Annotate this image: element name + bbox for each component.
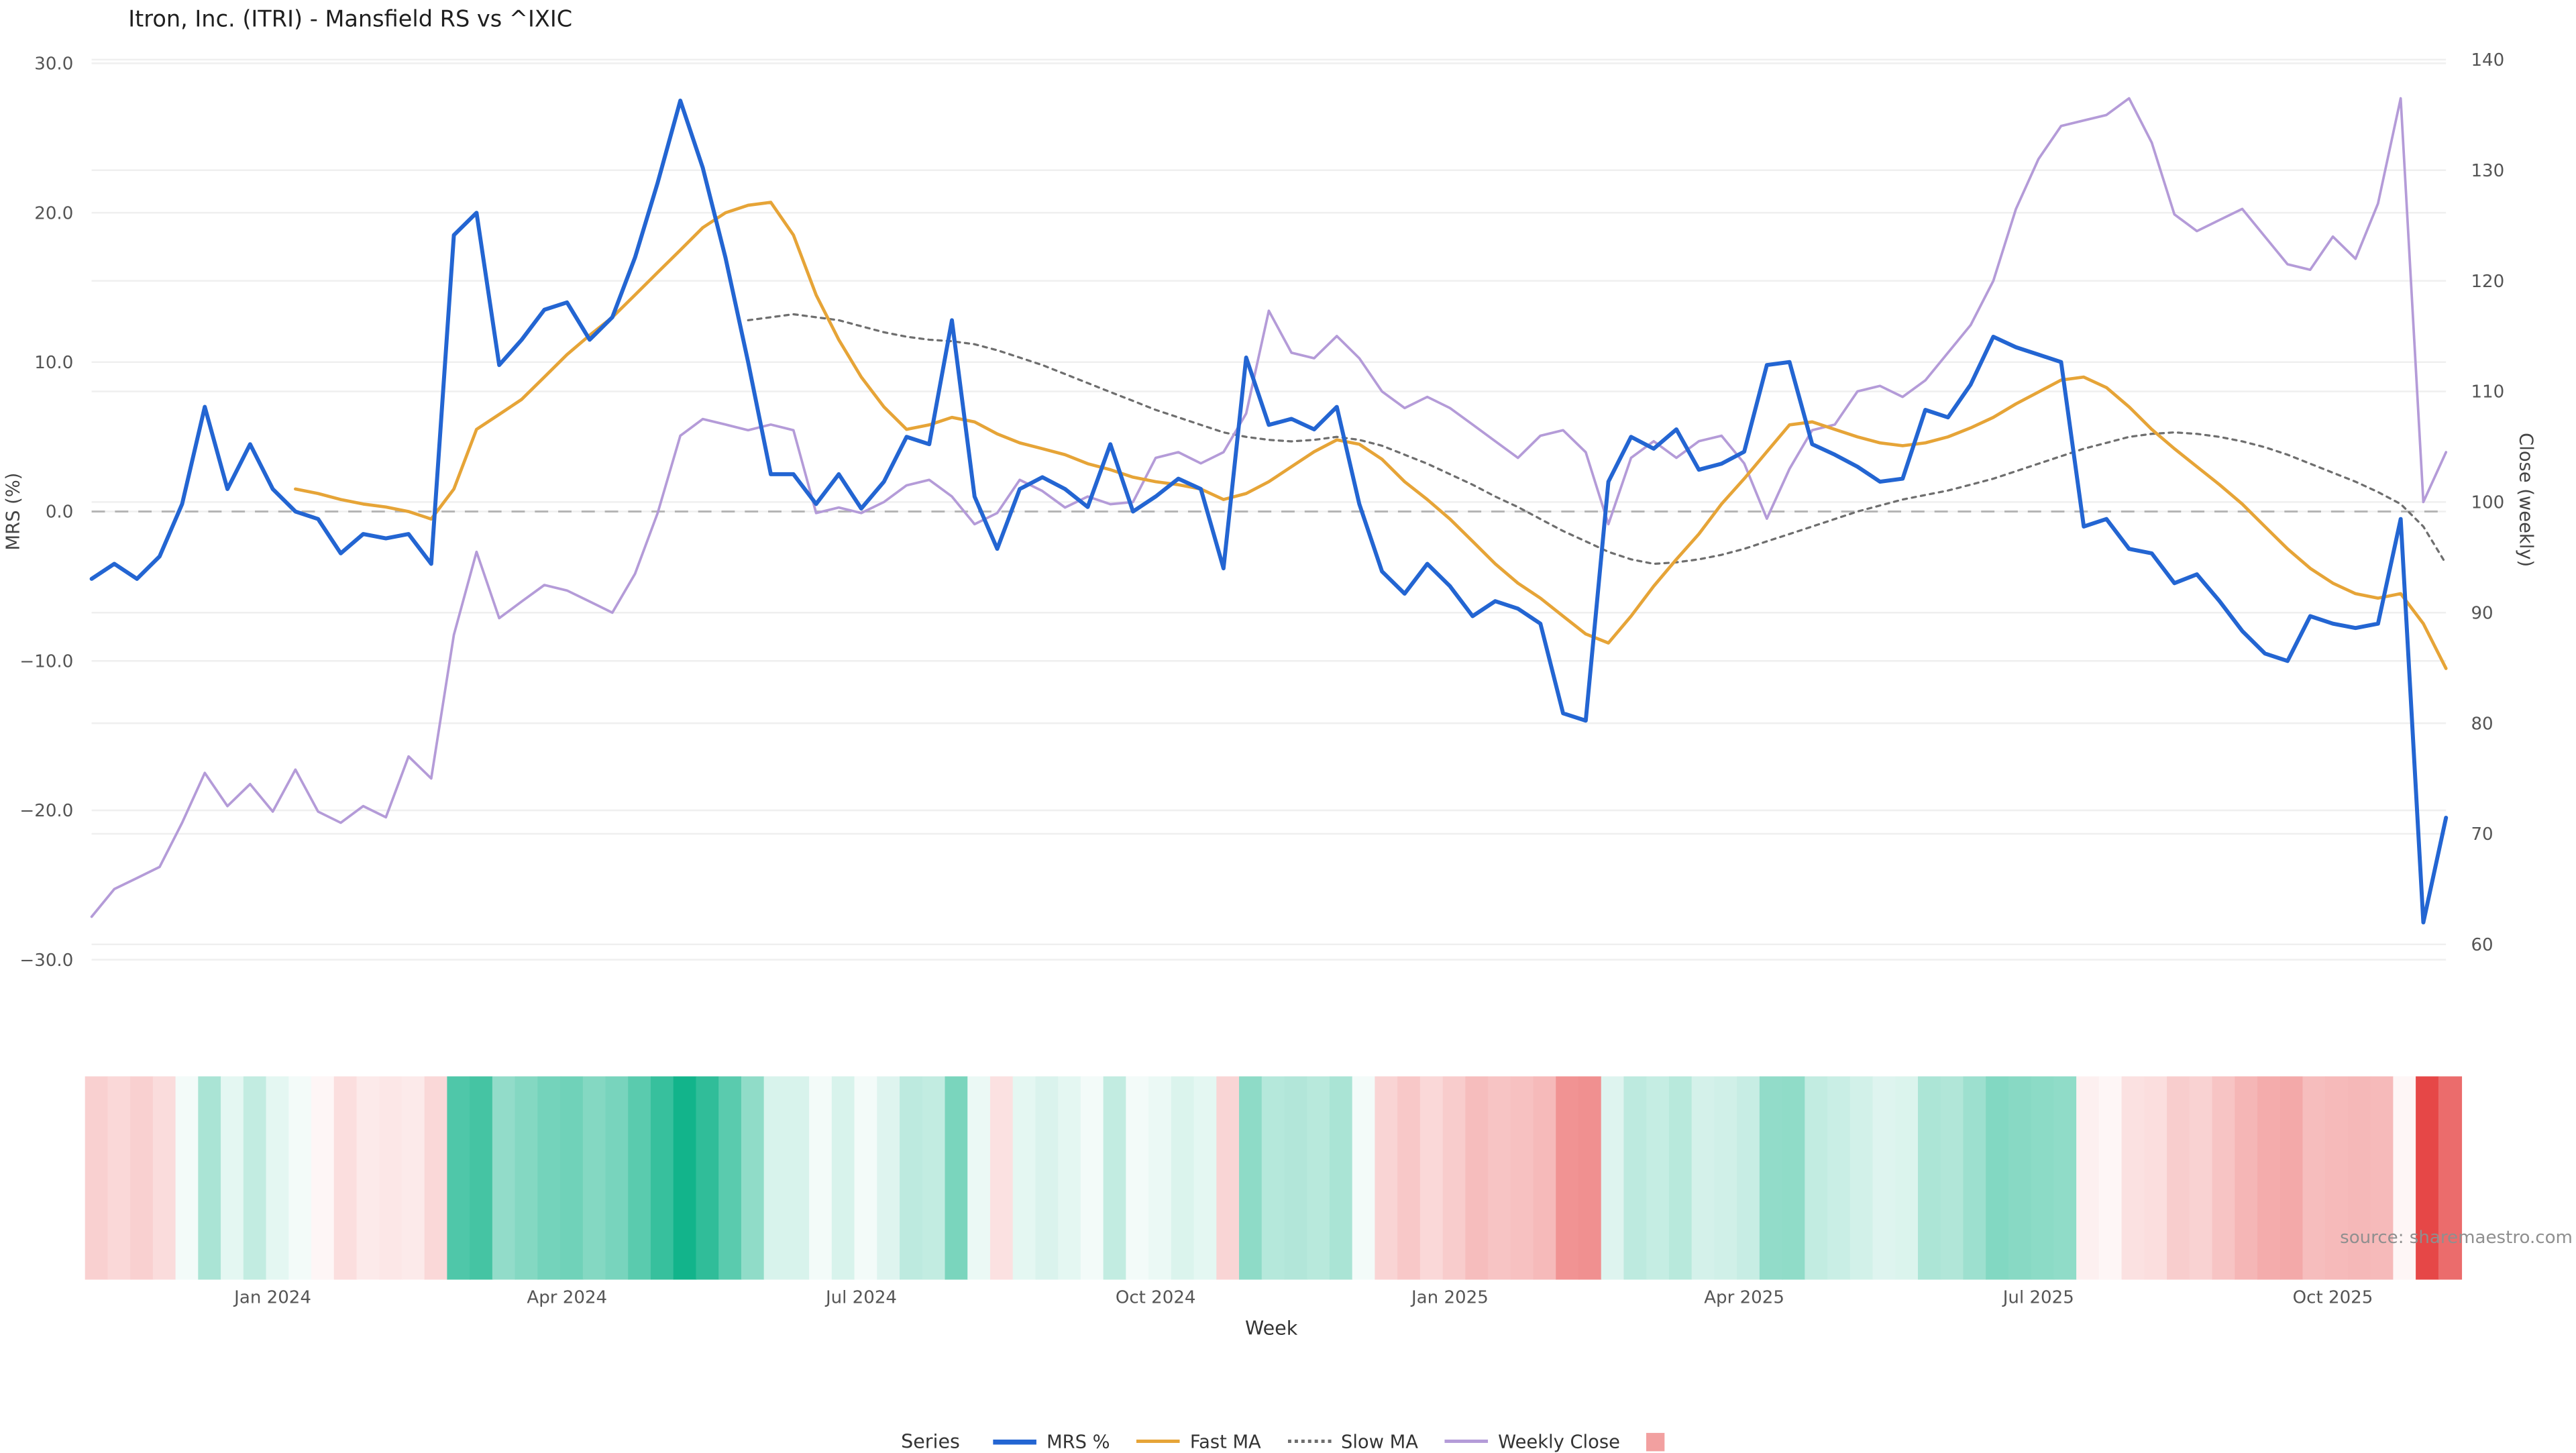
legend-item-slow-ma: Slow MA bbox=[1287, 1430, 1418, 1452]
svg-text:Jul 2025: Jul 2025 bbox=[2002, 1287, 2074, 1307]
svg-text:90: 90 bbox=[2471, 603, 2493, 623]
svg-text:120: 120 bbox=[2471, 272, 2504, 292]
legend-item-mrs: MRS % bbox=[993, 1430, 1110, 1452]
svg-text:Jan 2025: Jan 2025 bbox=[1410, 1287, 1489, 1307]
svg-text:10.0: 10.0 bbox=[34, 353, 73, 373]
svg-text:70: 70 bbox=[2471, 824, 2493, 845]
legend-title: Series bbox=[901, 1430, 960, 1453]
x-axis-label: Week bbox=[1245, 1316, 1298, 1340]
svg-text:140: 140 bbox=[2471, 50, 2504, 70]
svg-text:100: 100 bbox=[2471, 493, 2504, 513]
chart-title: Itron, Inc. (ITRI) - Mansfield RS vs ^IX… bbox=[128, 6, 573, 34]
svg-text:60: 60 bbox=[2471, 935, 2493, 955]
weekly-close-line-swatch bbox=[1444, 1440, 1489, 1443]
svg-text:Apr 2025: Apr 2025 bbox=[1704, 1287, 1784, 1307]
svg-text:−30.0: −30.0 bbox=[19, 951, 73, 971]
svg-text:Oct 2024: Oct 2024 bbox=[1116, 1287, 1196, 1307]
svg-text:30.0: 30.0 bbox=[34, 54, 73, 74]
svg-text:80: 80 bbox=[2471, 714, 2493, 734]
svg-text:110: 110 bbox=[2471, 382, 2504, 402]
y-left-axis-label: MRS (%) bbox=[2, 472, 25, 551]
legend-item-heatmap bbox=[1646, 1432, 1675, 1451]
y-right-axis-label: Close (weekly) bbox=[2515, 433, 2537, 568]
legend-item-fast-ma: Fast MA bbox=[1136, 1430, 1261, 1452]
source-credit: source: sharemaestro.com bbox=[2340, 1228, 2573, 1248]
svg-text:Oct 2025: Oct 2025 bbox=[2293, 1287, 2373, 1307]
svg-text:0.0: 0.0 bbox=[46, 502, 73, 523]
legend-label-fast-ma: Fast MA bbox=[1189, 1430, 1261, 1452]
fast-ma-line-swatch bbox=[1136, 1440, 1180, 1443]
svg-text:−20.0: −20.0 bbox=[19, 801, 73, 821]
legend: Series MRS % Fast MA Slow MA Weekly Clos… bbox=[0, 1430, 2576, 1453]
svg-text:Jul 2024: Jul 2024 bbox=[824, 1287, 897, 1307]
legend-label-mrs: MRS % bbox=[1046, 1430, 1110, 1452]
svg-text:20.0: 20.0 bbox=[34, 203, 73, 223]
svg-text:Apr 2024: Apr 2024 bbox=[527, 1287, 607, 1307]
slow-ma-line-swatch bbox=[1287, 1440, 1332, 1443]
legend-label-slow-ma: Slow MA bbox=[1340, 1430, 1418, 1452]
legend-item-weekly-close: Weekly Close bbox=[1444, 1430, 1620, 1452]
heatmap-swatch bbox=[1646, 1432, 1665, 1451]
svg-text:−10.0: −10.0 bbox=[19, 651, 73, 671]
svg-text:130: 130 bbox=[2471, 161, 2504, 181]
svg-text:Jan 2024: Jan 2024 bbox=[233, 1287, 311, 1307]
mrs-line-swatch bbox=[993, 1438, 1037, 1444]
legend-label-weekly-close: Weekly Close bbox=[1498, 1430, 1620, 1452]
